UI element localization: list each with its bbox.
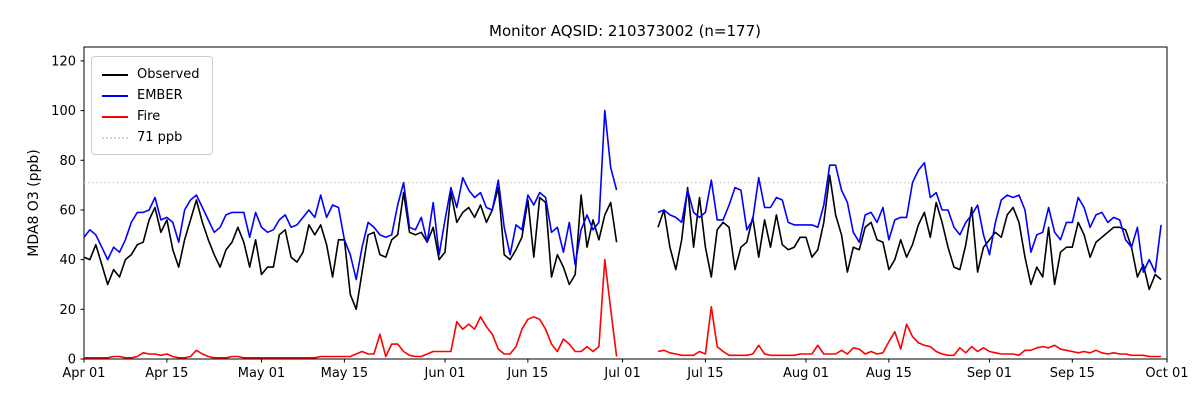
legend-line-fire: [102, 115, 128, 118]
x-tick-label: Aug 01: [783, 366, 829, 381]
series-line-observed: [657, 174, 1162, 291]
series-line-ember: [83, 109, 618, 281]
x-tick-label: Aug 15: [866, 366, 912, 381]
plot-border: [83, 46, 1168, 360]
legend-item-fire: Fire: [102, 106, 202, 127]
y-tick-label: 80: [59, 154, 76, 169]
chart-root: 0 20 40 60 80 100 120 Apr 01 Apr 15 May 01 May 15 J…: [51, 46, 1189, 381]
legend-item-observed: Observed: [102, 64, 202, 85]
x-tick-label: May 15: [321, 366, 369, 381]
series-line-ember: [657, 162, 1162, 273]
y-tick-label: 120: [51, 54, 76, 69]
x-tick-label: Jul 15: [686, 366, 723, 381]
x-tick-label: May 01: [238, 366, 286, 381]
series-line-observed: [83, 186, 618, 311]
y-tick-label: 60: [59, 203, 76, 218]
x-tick-label: Sep 01: [967, 366, 1012, 381]
legend-label: Fire: [137, 109, 161, 124]
legend-line-71-ppb: [102, 136, 128, 139]
series-line-fire: [84, 258, 618, 359]
legend-label: Observed: [137, 67, 200, 82]
chart-title: Monitor AQSID: 210373002 (n=177): [489, 22, 761, 40]
x-tick-label: Oct 01: [1145, 366, 1188, 381]
legend-item-71-ppb: 71 ppb: [102, 127, 202, 148]
y-tick-label: 0: [68, 353, 76, 368]
x-tick-label: Apr 01: [62, 366, 105, 381]
legend-label: EMBER: [137, 88, 183, 103]
y-tick-label: 40: [59, 253, 76, 268]
legend-item-ember: EMBER: [102, 85, 202, 106]
legend: Observed EMBER Fire 71 ppb: [91, 56, 213, 155]
y-tick-label: 20: [59, 303, 76, 318]
x-tick-label: Apr 15: [145, 366, 188, 381]
y-axis-label: MDA8 O3 (ppb): [26, 149, 42, 257]
x-tick-label: Jun 15: [506, 366, 548, 381]
legend-line-observed: [102, 73, 128, 76]
x-tick-label: Sep 15: [1050, 366, 1095, 381]
y-tick-label: 100: [51, 104, 76, 119]
legend-label: 71 ppb: [137, 130, 183, 145]
x-tick-label: Jun 01: [424, 366, 466, 381]
series-line-fire: [657, 305, 1162, 358]
legend-line-ember: [102, 94, 128, 97]
x-tick-label: Jul 01: [603, 366, 640, 381]
